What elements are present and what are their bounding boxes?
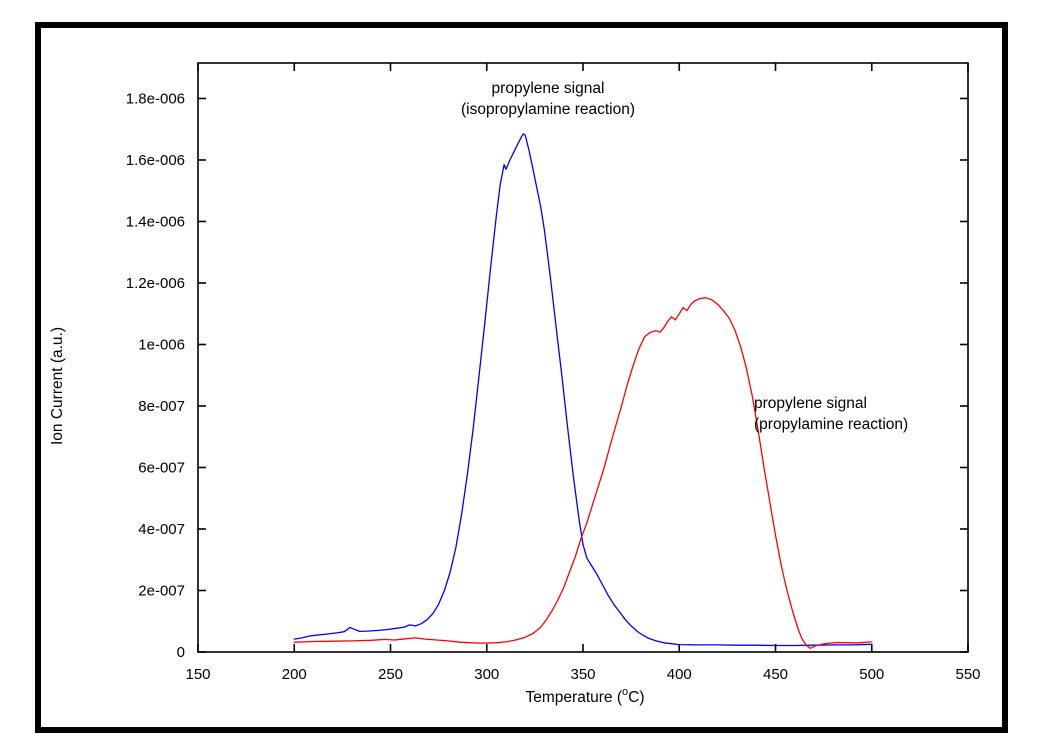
y-tick-label: 1.6e-006 <box>126 152 185 169</box>
annotation-propylamine-line2: (propylamine reaction) <box>754 416 908 433</box>
x-tick-label: 550 <box>955 666 980 683</box>
y-tick-label: 8e-007 <box>138 398 185 415</box>
y-tick-label: 2e-007 <box>138 582 185 599</box>
x-tick-label: 450 <box>763 666 788 683</box>
axis-tick-labels: 150 200 250 300 350 400 450 500 550 0 2e-007 4e-007… <box>126 90 981 683</box>
x-axis-label: Temperature (oC) <box>526 686 645 706</box>
x-tick-label: 500 <box>859 666 884 683</box>
x-tick-label: 250 <box>378 666 403 683</box>
y-tick-label: 1.2e-006 <box>126 275 185 292</box>
y-tick-label: 1.4e-006 <box>126 213 185 230</box>
x-axis-label-superscript: o <box>622 686 628 698</box>
y-axis-label: Ion Current (a.u.) <box>49 327 66 445</box>
x-axis-label-part2: C) <box>628 689 644 706</box>
x-tick-label: 400 <box>667 666 692 683</box>
y-tick-label: 1e-006 <box>138 336 185 353</box>
series-curve-0 <box>293 133 873 647</box>
x-tick-label: 350 <box>570 666 595 683</box>
annotation-propylamine-line1: propylene signal <box>754 395 867 412</box>
annotation-isopropylamine-line1: propylene signal <box>492 80 605 97</box>
annotation-isopropylamine-line2: (isopropylamine reaction) <box>461 101 635 118</box>
axis-ticks <box>197 63 969 653</box>
outer-frame-border <box>35 22 1008 733</box>
series-curve-1 <box>293 297 873 649</box>
x-axis-label-part1: Temperature ( <box>526 689 623 706</box>
x-tick-label: 300 <box>474 666 499 683</box>
x-tick-label: 200 <box>282 666 307 683</box>
y-tick-label: 0 <box>177 644 185 661</box>
x-tick-label: 150 <box>185 666 210 683</box>
y-tick-label: 6e-007 <box>138 459 185 476</box>
plot-border <box>197 62 969 653</box>
y-tick-label: 4e-007 <box>138 521 185 538</box>
y-tick-label: 1.8e-006 <box>126 90 185 107</box>
data-curves <box>293 133 873 649</box>
